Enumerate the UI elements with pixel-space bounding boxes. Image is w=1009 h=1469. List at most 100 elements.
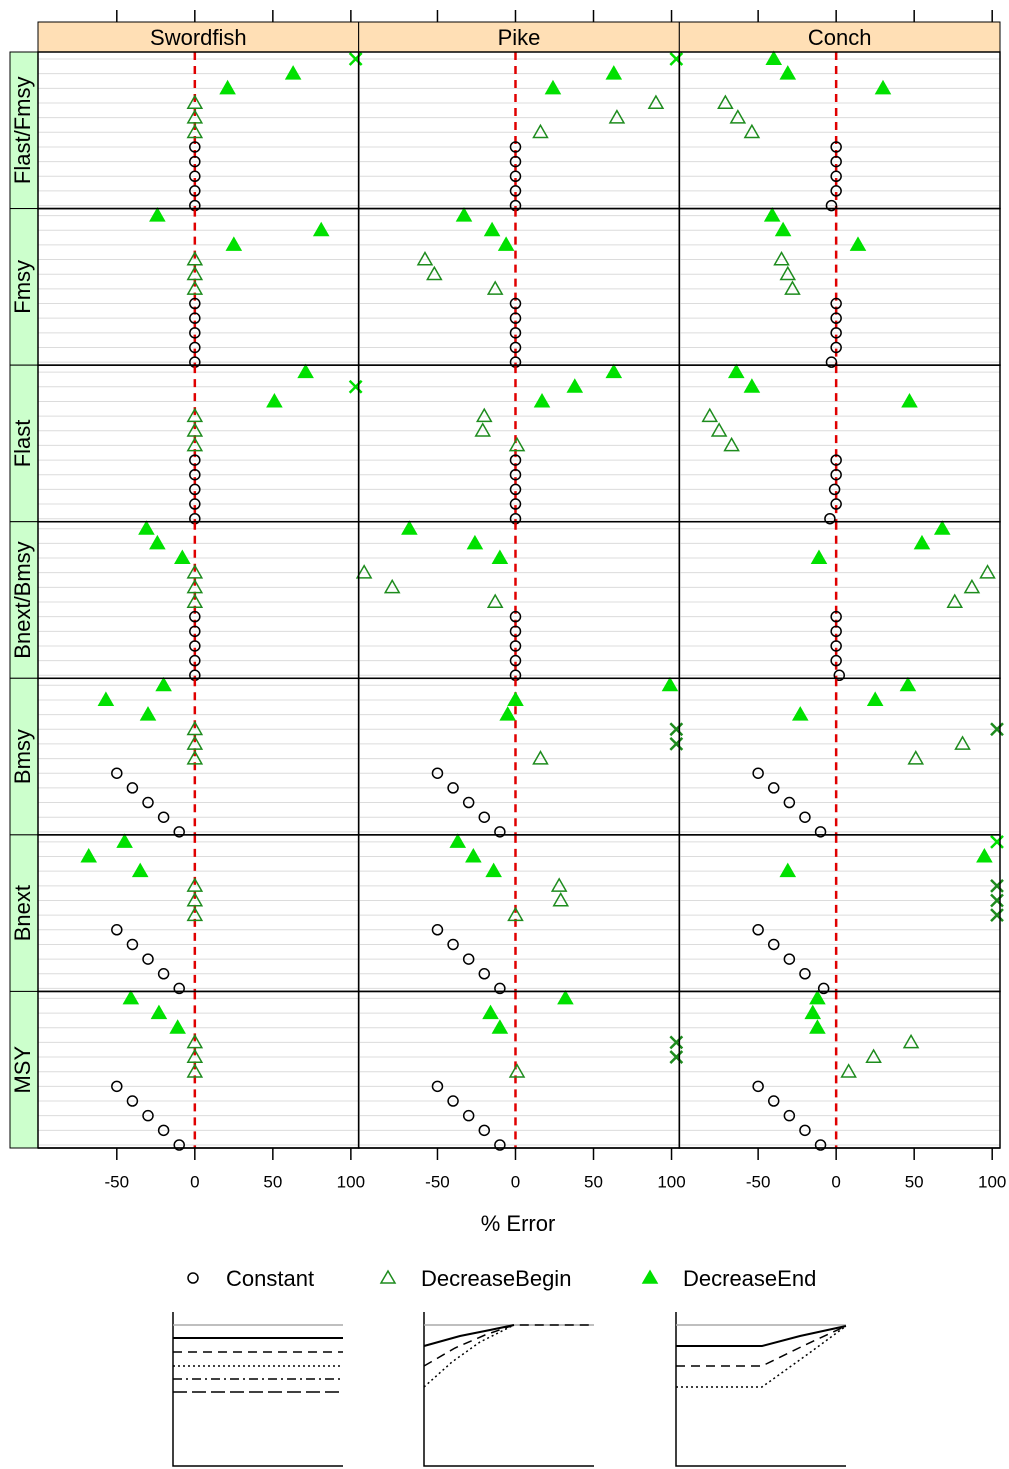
off-scale-point	[348, 52, 363, 66]
data-point	[186, 265, 204, 281]
data-point	[779, 65, 797, 80]
data-point	[478, 968, 491, 980]
data-point	[173, 826, 185, 838]
data-point	[830, 654, 842, 667]
data-point	[830, 185, 842, 197]
x-tick-label: 0	[190, 1172, 199, 1191]
data-point	[462, 953, 475, 965]
schematic-decrease-begin	[423, 1312, 594, 1467]
panel-border	[357, 207, 681, 366]
data-point	[791, 706, 809, 721]
data-point	[830, 341, 842, 354]
strip-label: Bnext	[10, 885, 35, 941]
data-point	[142, 1109, 154, 1122]
data-point	[189, 483, 201, 496]
data-point	[743, 123, 761, 139]
data-point	[449, 833, 467, 848]
data-point	[901, 392, 918, 408]
data-point	[552, 891, 570, 907]
strip-label: Flast	[10, 420, 35, 468]
panel-border	[678, 51, 1001, 210]
data-point	[462, 796, 475, 809]
panel	[357, 676, 684, 838]
off-scale-point	[990, 893, 1004, 908]
panel	[357, 989, 684, 1151]
data-point	[605, 363, 623, 379]
data-point	[155, 676, 172, 692]
data-point	[186, 280, 204, 295]
data-point	[189, 141, 201, 153]
schematic-axes	[423, 1312, 594, 1467]
off-scale-point	[669, 722, 684, 737]
legend-label: DecreaseEnd	[683, 1266, 816, 1291]
data-point	[186, 720, 204, 736]
off-scale-point	[669, 1035, 684, 1050]
off-scale-point	[348, 379, 363, 394]
data-point	[509, 312, 522, 324]
data-point	[701, 407, 719, 423]
off-scale-point	[669, 737, 684, 751]
panel-border	[678, 990, 1001, 1149]
data-point	[186, 422, 204, 437]
data-point	[383, 578, 401, 594]
data-point	[767, 782, 780, 794]
data-point	[809, 1019, 826, 1034]
data-point	[557, 989, 574, 1005]
data-point	[447, 938, 459, 951]
panel	[678, 676, 1004, 838]
data-point	[494, 1139, 506, 1151]
data-point	[533, 392, 551, 408]
data-point	[499, 706, 516, 721]
legend-item: DecreaseEnd	[641, 1266, 816, 1291]
x-tick-label: -50	[105, 1172, 130, 1191]
x-tick-label: 50	[584, 1172, 603, 1191]
schematic-axes	[172, 1312, 343, 1467]
strip-label: MSY	[10, 1046, 35, 1094]
schematic-line	[676, 1325, 847, 1367]
data-point	[157, 968, 170, 980]
panel	[357, 207, 681, 368]
data-point	[608, 109, 626, 124]
data-point	[126, 1095, 139, 1107]
data-point	[455, 207, 473, 222]
data-point	[840, 1063, 857, 1078]
data-point	[825, 356, 838, 368]
panel	[37, 676, 360, 838]
data-point	[297, 363, 314, 379]
data-point	[189, 341, 201, 354]
data-point	[743, 378, 761, 393]
data-point	[509, 141, 522, 153]
panel	[678, 834, 1004, 995]
data-point	[122, 989, 140, 1005]
panel	[37, 207, 360, 368]
data-point	[157, 1124, 170, 1137]
x-tick-label: 0	[831, 1172, 840, 1191]
data-point	[661, 676, 679, 692]
panel	[37, 833, 360, 995]
data-point	[849, 236, 867, 251]
strip-label: Fmsy	[10, 260, 35, 314]
data-point	[186, 436, 204, 452]
panel-border	[357, 51, 681, 210]
data-point	[189, 640, 201, 652]
data-point	[647, 94, 665, 109]
x-tick-label: 100	[978, 1172, 1006, 1191]
data-point	[509, 640, 522, 652]
data-point	[186, 906, 204, 922]
data-point	[186, 407, 204, 423]
data-point	[717, 94, 734, 109]
off-scale-point	[990, 722, 1004, 737]
data-point	[507, 906, 524, 922]
data-point	[830, 327, 842, 339]
data-point	[976, 848, 993, 863]
data-point	[830, 468, 842, 481]
panel	[355, 520, 681, 682]
off-scale-point	[990, 908, 1004, 923]
data-point	[799, 1124, 811, 1137]
data-point	[830, 170, 842, 183]
data-point	[566, 378, 584, 393]
strip	[9, 677, 39, 836]
data-point	[605, 65, 623, 80]
data-point	[784, 280, 801, 295]
